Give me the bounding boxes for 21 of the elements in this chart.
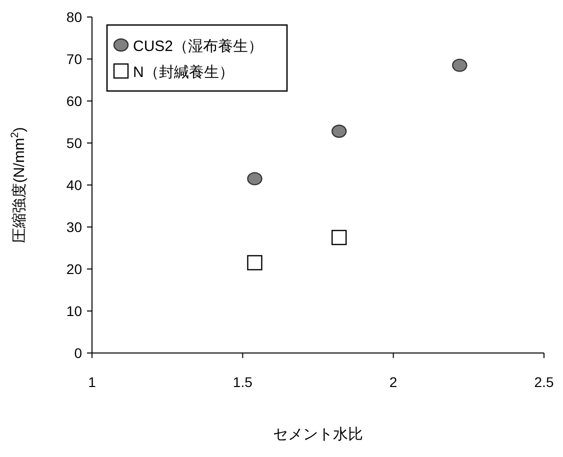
legend-label: CUS2（湿布養生） bbox=[133, 38, 264, 55]
y-tick-label: 80 bbox=[66, 9, 82, 25]
y-tick-label: 10 bbox=[66, 303, 82, 319]
y-tick-label: 40 bbox=[66, 177, 82, 193]
y-tick-label: 50 bbox=[66, 135, 82, 151]
point bbox=[331, 230, 347, 246]
x-tick-label: 2.5 bbox=[534, 374, 554, 390]
y-tick-label: 60 bbox=[66, 93, 82, 109]
point bbox=[331, 124, 347, 138]
y-tick-label: 70 bbox=[66, 51, 82, 67]
point bbox=[247, 172, 262, 186]
y-tick-label: 0 bbox=[74, 345, 82, 361]
point bbox=[452, 58, 468, 72]
point bbox=[247, 255, 262, 270]
legend-label: N（封緘養生） bbox=[133, 64, 234, 81]
x-tick-label: 2 bbox=[389, 374, 398, 390]
x-axis-title: セメント水比 bbox=[273, 426, 363, 443]
x-tick-label: 1 bbox=[88, 374, 96, 390]
y-tick-label: 20 bbox=[66, 261, 82, 277]
x-tick-label: 1.5 bbox=[232, 374, 253, 390]
y-tick-label: 30 bbox=[66, 219, 82, 235]
